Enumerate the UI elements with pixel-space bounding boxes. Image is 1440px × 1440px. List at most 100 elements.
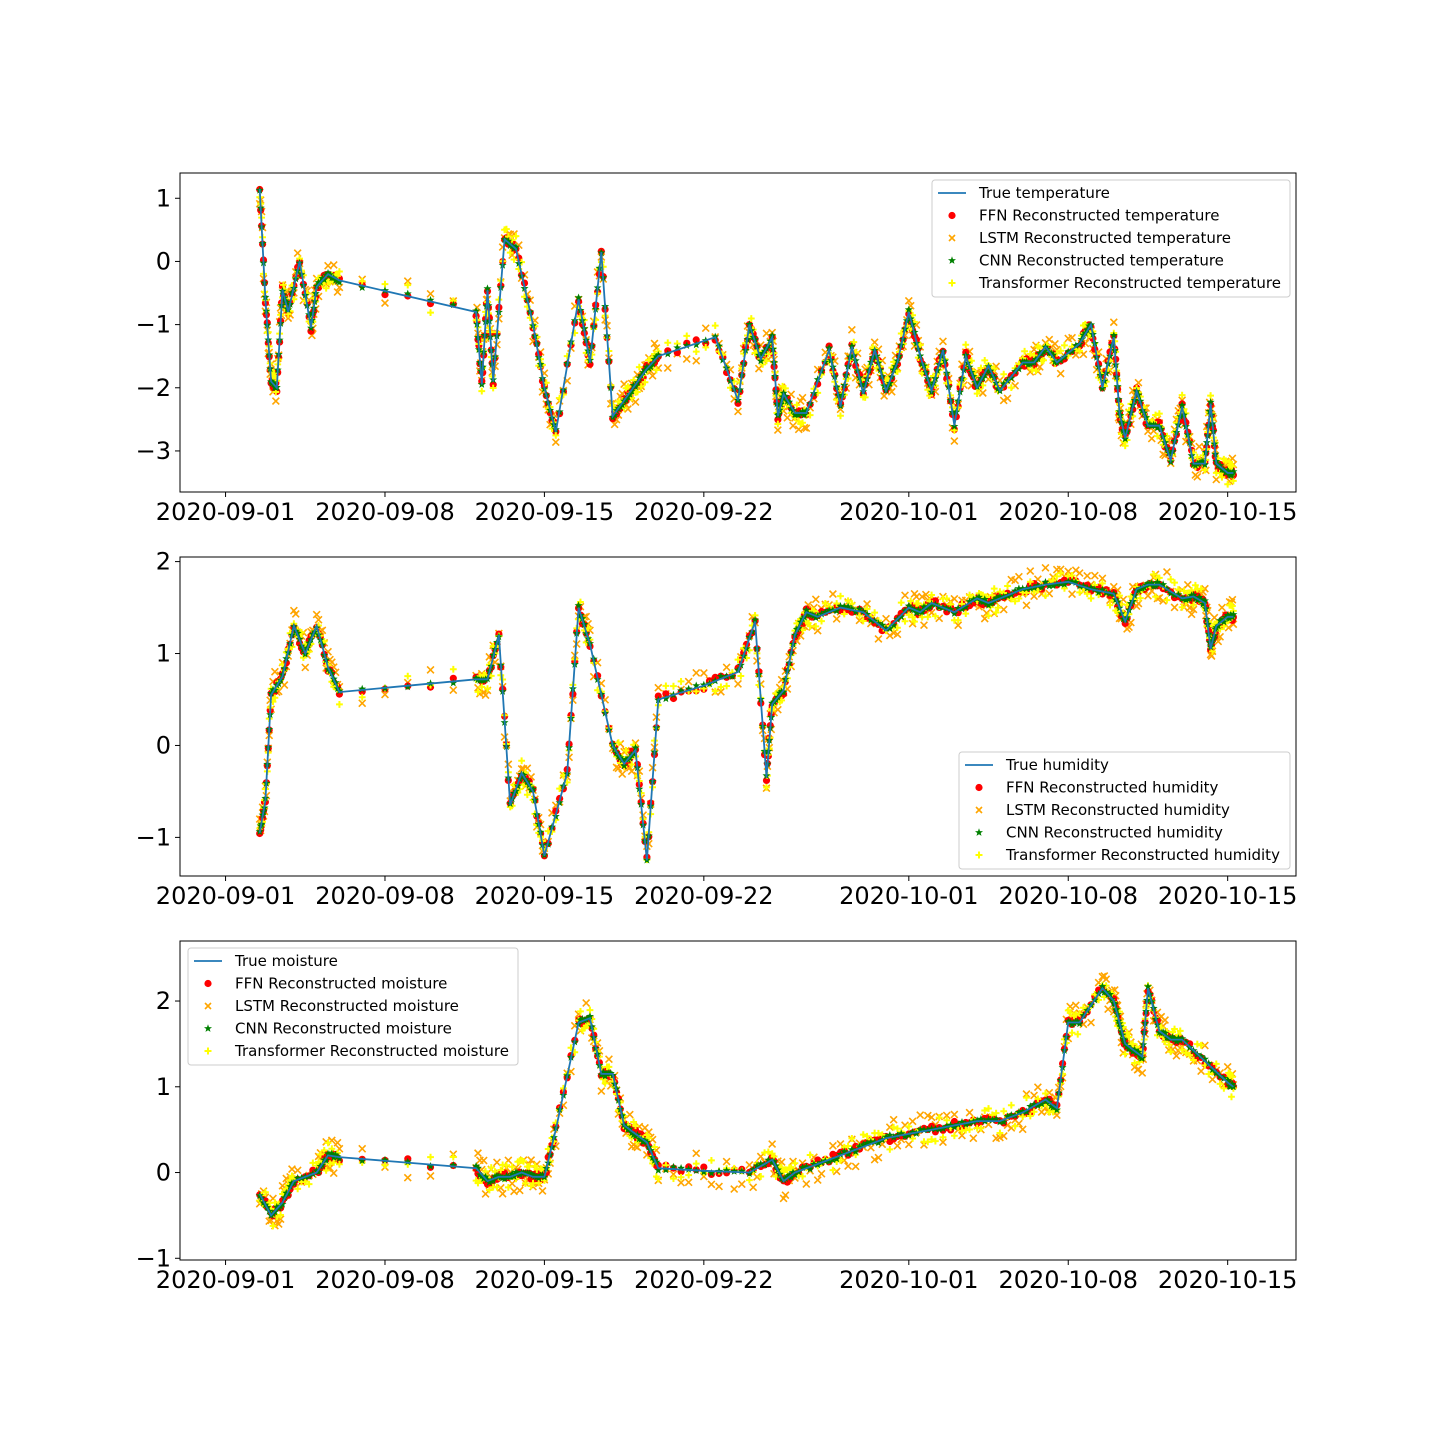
transformer-marker [641,378,649,386]
transformer-marker [994,604,1002,612]
cnn-marker [324,269,332,277]
transformer-marker [740,350,748,358]
transformer-marker [299,654,307,661]
x-tick-label: 2020-09-08 [315,498,454,526]
transformer-marker [806,411,814,419]
transformer-marker [799,419,806,427]
transformer-marker [271,694,279,702]
x-tick-label: 2020-09-08 [315,882,454,910]
lstm-marker [631,398,640,406]
transformer-marker [622,747,630,754]
transformer-marker [322,284,330,292]
transformer-marker [871,609,879,617]
transformer-marker [427,309,434,316]
cnn-marker [426,295,435,304]
transformer-marker [1106,601,1114,609]
transformer-marker [381,280,389,288]
transformer-marker [990,365,998,373]
transformer-marker [905,611,913,619]
transformer-marker [737,672,745,680]
cnn-marker [1206,398,1215,406]
transformer-marker [911,618,918,626]
cnn-marker [358,684,367,693]
lstm-marker [999,396,1008,405]
transformer-marker [1154,432,1161,440]
y-tick-label: −2 [136,374,171,402]
transformer-marker [1083,590,1091,598]
x-tick-label: 2020-10-01 [839,498,978,526]
lstm-marker [1159,596,1168,605]
lstm-marker [551,438,560,447]
transformer-marker [793,401,801,409]
lstm-marker [753,656,761,665]
transformer-marker [1015,595,1023,602]
transformer-marker [985,612,992,619]
lstm-marker [939,337,947,346]
cnn-marker [794,410,803,419]
transformer-marker [1155,574,1163,582]
transformer-marker [924,613,932,621]
cnn-marker [1178,401,1187,409]
legend-label: True temperature [978,184,1110,202]
legend-handle-transformer [948,279,956,287]
transformer-marker [763,357,770,365]
cnn-marker [1047,348,1056,357]
cnn-marker [331,276,340,284]
transformer-marker [1216,469,1224,477]
cnn-marker [654,350,663,359]
transformer-marker [1028,366,1036,373]
lstm-marker [618,770,627,779]
transformer-marker [914,599,922,607]
transformer-marker [1032,367,1040,375]
transformer-marker [1167,575,1175,583]
transformer-marker [968,357,975,365]
cnn-marker [318,274,327,282]
cnn-marker [682,341,691,349]
transformer-marker [711,322,719,329]
transformer-marker [1007,595,1015,603]
lstm-marker [474,683,482,692]
transformer-marker [1190,601,1197,609]
cnn-marker [1145,420,1154,428]
legend-label: LSTM Reconstructed humidity [1006,801,1230,819]
y-tick-label: 1 [156,640,171,668]
transformer-marker [1152,593,1159,601]
lstm-marker [1170,603,1179,612]
cnn-marker [322,270,331,279]
transformer-marker [1224,480,1232,488]
cnn-marker [1098,384,1107,392]
cnn-marker [847,341,856,350]
lstm-marker [648,371,657,380]
x-tick-label: 2020-09-01 [156,498,295,526]
cnn-marker [618,400,627,409]
transformer-marker [981,356,989,364]
ffn-marker [662,690,670,698]
transformer-marker [1163,596,1171,604]
transformer-marker [918,613,926,621]
lstm-marker [734,407,742,416]
transformer-marker [1136,594,1144,602]
lstm-marker [882,614,891,623]
legend-handle-ffn [948,211,956,220]
cnn-marker [483,284,492,292]
x-tick-label: 2020-09-22 [634,1266,773,1294]
legend-handle-lstm [948,234,956,242]
lstm-marker [654,683,663,692]
transformer-marker [1000,370,1008,378]
transformer-marker [897,599,905,607]
transformer-marker [1040,356,1047,364]
lstm-marker [811,595,820,604]
lstm-marker [754,364,763,373]
legend-handle-ffn [204,979,212,988]
transformer-marker [404,281,412,289]
transformer-marker [711,687,719,695]
cnn-marker [472,306,481,315]
x-tick-label: 2020-10-08 [999,498,1138,526]
transformer-marker [1178,603,1186,611]
transformer-marker [856,612,863,619]
lstm-marker [828,590,837,598]
lstm-marker [950,437,959,446]
transformer-marker [977,364,985,372]
transformer-marker [806,622,814,630]
